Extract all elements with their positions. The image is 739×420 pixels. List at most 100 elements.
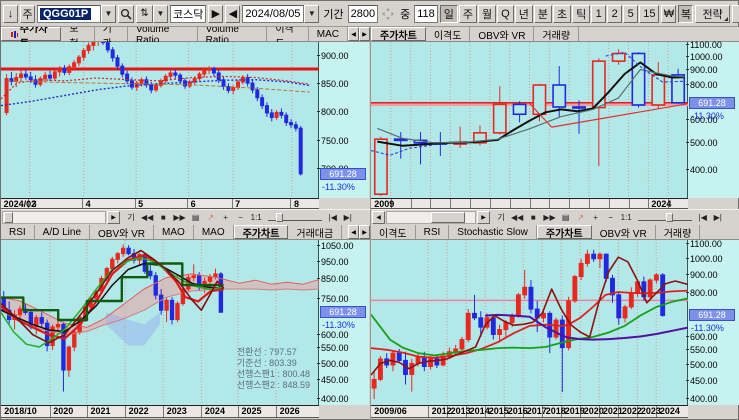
interval-button-일[interactable]: 일 xyxy=(439,4,458,23)
scrollbar-right-icon[interactable]: ▶ xyxy=(107,211,120,224)
chart-plot-area[interactable]: 전환선 : 797.57 기준선 : 803.39 선행스팬1 : 800.48 선행… xyxy=(1,240,319,405)
scale-button[interactable]: 주 xyxy=(20,4,35,23)
zoom-slider-handle[interactable] xyxy=(275,213,283,222)
tab-거래량[interactable]: 거래량 xyxy=(534,27,580,42)
rewind-icon[interactable]: ◀◀ xyxy=(511,213,524,222)
move-icon[interactable] xyxy=(380,4,397,23)
tab-OBV와 VR[interactable]: OBV와 VR xyxy=(592,225,656,240)
go-last-icon[interactable]: ▶| xyxy=(711,211,725,224)
interval-button-분[interactable]: 분 xyxy=(533,4,552,23)
trendline-icon[interactable]: ↗ xyxy=(574,211,588,224)
tab-이격도[interactable]: 이격도 xyxy=(267,27,309,50)
updown-icon[interactable]: ⇅ xyxy=(136,4,153,23)
scrollbar-thumb[interactable] xyxy=(431,212,465,223)
date-dropdown-icon[interactable]: ▼ xyxy=(304,4,320,23)
tab-주가차트[interactable]: 주가차트 xyxy=(1,27,62,50)
bok-button[interactable]: 복 xyxy=(678,4,694,23)
horizontal-scrollbar[interactable] xyxy=(2,211,106,224)
interval-button-5[interactable]: 5 xyxy=(623,4,639,23)
tab-Volume Ratio[interactable]: Volume Ratio xyxy=(198,27,268,46)
tab-scroll-right-icon[interactable]: ▶ xyxy=(359,225,370,239)
scrollbar-right-icon[interactable]: ▶ xyxy=(477,211,490,224)
link-button[interactable]: ↓ xyxy=(3,4,18,23)
mid-input[interactable]: 118 xyxy=(414,4,438,23)
layout-icon[interactable]: ▤ xyxy=(559,211,573,224)
interval-button-초[interactable]: 초 xyxy=(552,4,572,23)
go-first-icon[interactable]: |◀ xyxy=(696,211,710,224)
interval-button-1[interactable]: 1 xyxy=(591,4,607,23)
zoom-slider[interactable] xyxy=(267,213,322,222)
axis-icon[interactable]: 기 xyxy=(124,211,138,224)
layout-icon[interactable]: ▤ xyxy=(189,211,203,224)
period-input[interactable]: 2800 xyxy=(347,4,379,23)
strategy-button[interactable]: 전략 xyxy=(695,4,730,23)
tab-scroll-left-icon[interactable]: ◀ xyxy=(348,225,359,239)
date-input[interactable]: 2024/08/05 xyxy=(242,4,305,23)
scrollbar-left-icon[interactable]: ◀ xyxy=(372,211,385,224)
tab-주가차트[interactable]: 주가차트 xyxy=(371,27,426,42)
chart-canvas[interactable] xyxy=(371,240,688,405)
stop-icon[interactable]: ■ xyxy=(156,211,170,224)
prev-item-button[interactable]: ◀ xyxy=(225,4,241,23)
tab-주가차트[interactable]: 주가차트 xyxy=(536,225,592,240)
chart-plot-area[interactable] xyxy=(1,42,319,198)
forward-icon[interactable]: ▶▶ xyxy=(173,213,186,222)
tab-기관[interactable]: 기관 xyxy=(95,27,128,50)
zoom-in-icon[interactable]: + xyxy=(219,211,233,224)
tab-거래대금[interactable]: 거래대금 xyxy=(288,225,343,240)
tab-거래량[interactable]: 거래량 xyxy=(656,225,701,240)
tab-scroll-right-icon[interactable]: ▶ xyxy=(359,27,370,41)
go-first-icon[interactable]: |◀ xyxy=(326,211,340,224)
horizontal-scrollbar[interactable] xyxy=(386,211,476,224)
tab-OBV와 VR[interactable]: OBV와 VR xyxy=(470,27,535,42)
interval-button-틱[interactable]: 틱 xyxy=(572,4,591,23)
instrument-name-input[interactable]: 코스닥 xyxy=(170,4,207,23)
zoom-out-icon[interactable]: − xyxy=(604,211,618,224)
chart-plot-area[interactable] xyxy=(371,42,688,198)
zoom-slider[interactable] xyxy=(637,213,692,222)
won-button[interactable]: ₩ xyxy=(661,4,677,23)
tab-보험[interactable]: 보험 xyxy=(61,27,95,50)
tab-이격도[interactable]: 이격도 xyxy=(426,27,471,42)
zoom-slider-handle[interactable] xyxy=(665,213,673,222)
tab-scroll-left-icon[interactable]: ◀ xyxy=(348,27,359,41)
code-input[interactable]: QGG01P xyxy=(37,4,101,23)
next-item-button[interactable]: ▶ xyxy=(208,4,224,23)
go-last-icon[interactable]: ▶| xyxy=(341,211,355,224)
zoom-out-icon[interactable]: − xyxy=(234,211,248,224)
tab-MAC[interactable]: MAC xyxy=(309,27,348,41)
interval-button-주[interactable]: 주 xyxy=(458,4,478,23)
chart-plot-area[interactable] xyxy=(371,240,688,405)
sort-dropdown-icon[interactable]: ▼ xyxy=(153,4,168,23)
interval-button-월[interactable]: 월 xyxy=(478,4,497,23)
interval-button-2[interactable]: 2 xyxy=(607,4,623,23)
chart-canvas[interactable] xyxy=(371,42,688,198)
tab-RSI[interactable]: RSI xyxy=(1,225,35,239)
chart-canvas[interactable] xyxy=(1,240,319,405)
tab-주가차트[interactable]: 주가차트 xyxy=(233,225,289,240)
forward-icon[interactable]: ▶▶ xyxy=(543,213,556,222)
tab-A/D Line[interactable]: A/D Line xyxy=(35,225,91,239)
tab-Stochastic Slow[interactable]: Stochastic Slow xyxy=(449,225,537,239)
search-icon[interactable] xyxy=(118,4,134,23)
tab-Volume Ratio[interactable]: Volume Ratio xyxy=(128,27,198,46)
scale-1to1-icon[interactable]: 1:1 xyxy=(620,213,632,222)
code-dropdown-icon[interactable]: ▼ xyxy=(101,4,116,23)
axis-icon[interactable]: 기 xyxy=(494,211,508,224)
tab-OBV와 VR[interactable]: OBV와 VR xyxy=(90,225,155,240)
interval-button-Q[interactable]: Q xyxy=(497,4,514,23)
interval-button-15[interactable]: 15 xyxy=(639,4,660,23)
tools-button[interactable]: 도구 xyxy=(731,4,739,23)
tab-MAO[interactable]: MAO xyxy=(194,225,234,239)
chart-canvas[interactable] xyxy=(1,42,319,198)
trendline-icon[interactable]: ↗ xyxy=(204,211,218,224)
stop-icon[interactable]: ■ xyxy=(526,211,540,224)
scale-1to1-icon[interactable]: 1:1 xyxy=(250,213,262,222)
rewind-icon[interactable]: ◀◀ xyxy=(141,213,154,222)
interval-button-년[interactable]: 년 xyxy=(514,4,533,23)
zoom-in-icon[interactable]: + xyxy=(589,211,603,224)
tab-RSI[interactable]: RSI xyxy=(416,225,450,239)
tab-MAO[interactable]: MAO xyxy=(154,225,194,239)
tab-이격도[interactable]: 이격도 xyxy=(371,225,416,240)
scrollbar-thumb[interactable] xyxy=(4,212,13,223)
